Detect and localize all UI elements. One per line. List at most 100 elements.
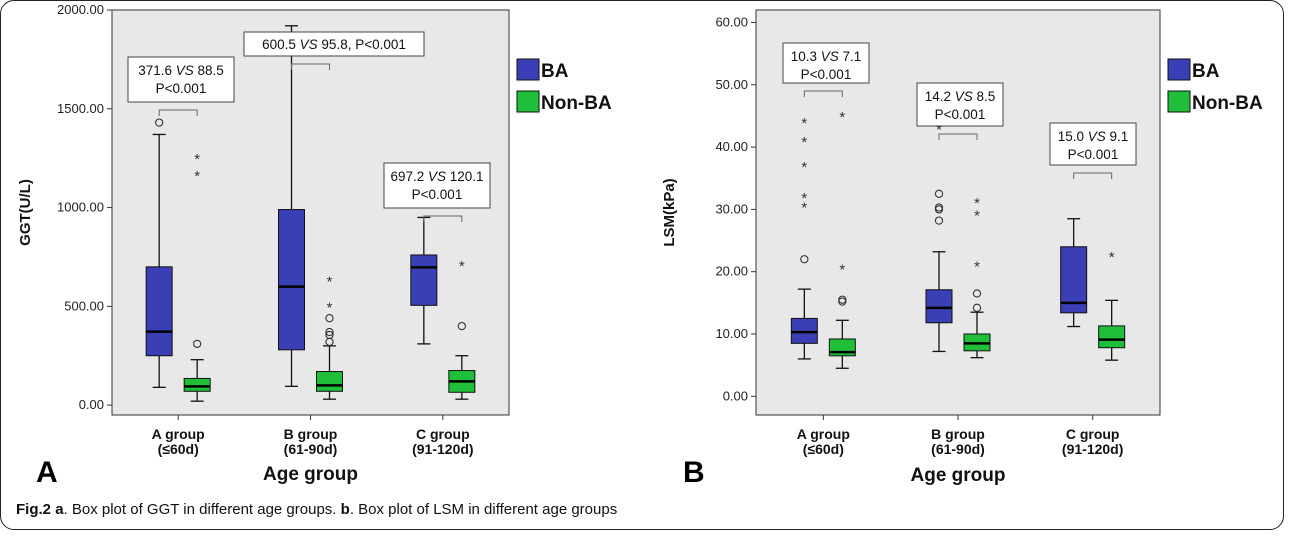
panel-b-annotation-comparison: 10.3 VS 7.1 xyxy=(791,49,862,64)
panel-b-x-axis-label: Age group xyxy=(911,465,1006,486)
panel-b-xtick-label-line1: B group xyxy=(931,426,985,442)
panel-b-extreme-point: * xyxy=(801,199,807,216)
figure-caption: Fig.2 a. Box plot of GGT in different ag… xyxy=(16,501,617,518)
panel-b-significance-bracket xyxy=(1073,172,1113,179)
panel-b-xtick-label-line2: (91-120d) xyxy=(1062,441,1123,457)
panel-b-xtick-label-line1: A group xyxy=(797,426,850,442)
panel-b-extreme-point: * xyxy=(974,207,980,224)
panel-b-ytick-label: 40.00 xyxy=(715,139,748,154)
panel-a-extreme-point: * xyxy=(327,299,333,316)
caption-b-label: b xyxy=(340,501,350,518)
panel-a-outlier-point xyxy=(457,321,466,331)
panel-a-outlier-point xyxy=(155,118,164,127)
panel-b-box-non-ba xyxy=(1098,325,1126,349)
panel-b-y-axis-label: LSM(kPa) xyxy=(661,178,678,246)
panel-b-outlier-point xyxy=(838,295,847,304)
panel-b-significance-bracket xyxy=(938,133,978,140)
panel-a-extreme-point: * xyxy=(194,168,200,185)
panel-a-outlier-point xyxy=(325,314,334,323)
figure-frame xyxy=(0,0,1284,530)
panel-b-annotation-pvalue: P<0.001 xyxy=(935,107,986,122)
panel-b-ytick-label: 20.00 xyxy=(715,264,748,279)
caption-fig-label: Fig.2 xyxy=(16,501,52,518)
panel-b-extreme-point: * xyxy=(801,115,807,132)
panel-a-xtick-label-line1: A group xyxy=(152,426,205,442)
panel-b-legend-swatch-ba xyxy=(1167,58,1191,81)
panel-b-annotation-pvalue: P<0.001 xyxy=(801,67,852,82)
panel-a-annotation-pvalue: P<0.001 xyxy=(412,187,463,202)
panel-b-extreme-point: * xyxy=(839,262,845,279)
panel-b-significance-bracket xyxy=(803,90,843,97)
panel-a-significance-bracket xyxy=(423,215,463,222)
panel-b-extreme-point: * xyxy=(801,134,807,151)
panel-a-legend-swatch-ba xyxy=(516,58,540,81)
panel-a-legend-label-non-ba: Non-BA xyxy=(541,93,612,114)
panel-a-box-ba xyxy=(410,254,438,306)
panel-b-outlier-point xyxy=(934,189,944,198)
panel-b-outlier-point xyxy=(972,289,982,298)
panel-a-xtick-label-line2: (≤60d) xyxy=(158,441,199,457)
panel-b-outlier-point xyxy=(800,255,809,264)
panel-b-ytick-label: 0.00 xyxy=(723,388,748,403)
panel-a-outlier-point xyxy=(325,327,334,337)
panel-a-extreme-point: * xyxy=(327,274,333,291)
panel-a-box-non-ba xyxy=(183,377,211,392)
panel-a-annotation-comparison: 371.6 VS 88.5 xyxy=(138,63,224,78)
panel-b-extreme-point: * xyxy=(974,258,980,275)
panel-b-panel-label: B xyxy=(683,456,705,489)
panel-b-ytick-label: 60.00 xyxy=(715,14,748,29)
panel-a-xtick-label-line1: B group xyxy=(284,426,338,442)
panel-b-xtick-label-line1: C group xyxy=(1066,426,1120,442)
panel-a-outlier-point xyxy=(193,339,202,349)
panel-a-xtick-label-line1: C group xyxy=(416,426,470,442)
panel-b-extreme-point: * xyxy=(801,190,807,207)
panel-b-extreme-point: * xyxy=(801,159,807,176)
panel-a-legend-label-ba: BA xyxy=(541,61,569,82)
panel-a-box-non-ba xyxy=(316,371,343,392)
panel-a-annotation-box xyxy=(127,56,235,103)
panel-b-outlier-point xyxy=(972,303,982,312)
panel-a-panel-label: A xyxy=(36,456,58,489)
panel-a-extreme-point: * xyxy=(194,151,200,168)
panel-a-annotation-comparison: 697.2 VS 120.1 xyxy=(390,169,483,184)
panel-b-ytick-label: 50.00 xyxy=(715,77,748,92)
panel-a-ytick-label: 0.00 xyxy=(79,397,104,412)
panel-a-significance-bracket xyxy=(291,63,330,70)
panel-b-annotation-box xyxy=(1049,122,1137,166)
panel-a-ytick-label: 2000.00 xyxy=(57,2,104,17)
panel-a-xtick-label-line2: (91-120d) xyxy=(412,441,473,457)
panel-a-outlier-point xyxy=(325,330,334,340)
panel-b-legend-label-non-ba: Non-BA xyxy=(1192,93,1263,114)
panel-a-box-ba xyxy=(278,209,305,351)
panel-b-box-ba xyxy=(925,289,953,324)
panel-b-annotation-box xyxy=(782,42,870,84)
panel-a-annotation-comparison: 600.5 VS 95.8, P<0.001 xyxy=(262,37,406,52)
panel-b-extreme-point: * xyxy=(1109,249,1115,266)
panel-b-extreme-point: * xyxy=(974,195,980,212)
panel-b-ytick-label: 30.00 xyxy=(715,201,748,216)
panel-b-xtick-label-line2: (61-90d) xyxy=(931,441,985,457)
panel-a-annotation-box xyxy=(383,162,491,209)
panel-b-extreme-point: * xyxy=(839,109,845,126)
panel-a-y-axis-label: GGT(U/L) xyxy=(17,179,34,246)
panel-b-extreme-point: * xyxy=(936,121,942,138)
panel-a-annotation-pvalue: P<0.001 xyxy=(156,81,207,96)
panel-a-box-ba xyxy=(145,266,173,357)
panel-b-ytick-label: 10.00 xyxy=(715,326,748,341)
panel-b-outlier-point xyxy=(934,216,944,225)
panel-a-annotation-box xyxy=(243,31,425,57)
panel-b-xtick-label-line2: (≤60d) xyxy=(803,441,844,457)
caption-a-label: a xyxy=(55,501,64,518)
panel-a-ytick-label: 1500.00 xyxy=(57,101,104,116)
panel-a-extreme-point: * xyxy=(459,258,465,275)
panel-b-legend-swatch-non-ba xyxy=(1167,90,1191,113)
panel-b-annotation-comparison: 14.2 VS 8.5 xyxy=(925,89,996,104)
panel-b-annotation-comparison: 15.0 VS 9.1 xyxy=(1058,129,1129,144)
panel-a-ytick-label: 500.00 xyxy=(64,298,104,313)
panel-a-x-axis-label: Age group xyxy=(263,464,358,485)
caption-a-text: . Box plot of GGT in different age group… xyxy=(63,501,341,518)
panel-a-legend-swatch-non-ba xyxy=(516,90,540,113)
panel-b-annotation-box xyxy=(916,82,1004,127)
panel-a-xtick-label-line2: (61-90d) xyxy=(284,441,338,457)
